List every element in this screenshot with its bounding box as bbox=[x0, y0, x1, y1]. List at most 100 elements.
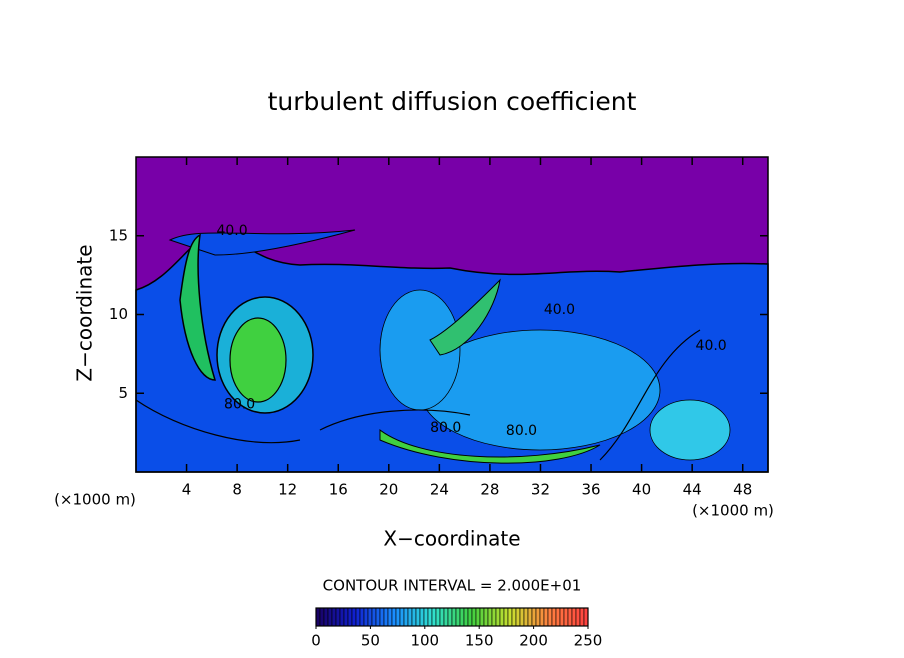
x-tick-label: 28 bbox=[480, 481, 499, 499]
colorbar-swatch bbox=[515, 607, 521, 627]
contour-label: 80.0 bbox=[224, 396, 255, 412]
y-tick-label: 10 bbox=[109, 305, 128, 323]
colorbar-swatch bbox=[499, 607, 505, 627]
colorbar-swatch bbox=[419, 607, 425, 627]
colorbar-swatch bbox=[475, 607, 481, 627]
y-unit-label: (×1000 m) bbox=[54, 491, 136, 509]
colorbar-swatch bbox=[539, 607, 545, 627]
colorbar-swatch bbox=[363, 607, 369, 627]
colorbar-swatch bbox=[495, 607, 501, 627]
colorbar-swatch bbox=[411, 607, 417, 627]
colorbar-swatch bbox=[319, 607, 325, 627]
x-tick-label: 16 bbox=[329, 481, 348, 499]
colorbar-swatch bbox=[451, 607, 457, 627]
x-tick-label: 20 bbox=[379, 481, 398, 499]
field-vortex-core bbox=[229, 317, 287, 403]
contour-label: 80.0 bbox=[506, 423, 537, 439]
colorbar-swatch bbox=[427, 607, 433, 627]
colorbar-swatch bbox=[415, 607, 421, 627]
x-tick-label: 44 bbox=[683, 481, 702, 499]
colorbar-swatch bbox=[527, 607, 533, 627]
field-plume bbox=[179, 233, 217, 381]
colorbar-swatch bbox=[535, 607, 541, 627]
colorbar-swatch bbox=[387, 607, 393, 627]
colorbar-swatch bbox=[483, 607, 489, 627]
colorbar-swatch bbox=[491, 607, 497, 627]
x-axis-label: X−coordinate bbox=[383, 527, 520, 551]
x-unit-label: (×1000 m) bbox=[692, 502, 774, 520]
colorbar-tick-label: 100 bbox=[410, 632, 439, 650]
colorbar-swatch bbox=[555, 607, 561, 627]
colorbar-swatch bbox=[379, 607, 385, 627]
colorbar-swatch bbox=[431, 607, 437, 627]
x-tick-label: 8 bbox=[232, 481, 242, 499]
colorbar-swatch bbox=[567, 607, 573, 627]
field bbox=[135, 157, 769, 473]
x-tick-label: 12 bbox=[278, 481, 297, 499]
colorbar-swatch bbox=[531, 607, 537, 627]
colorbar-swatch bbox=[467, 607, 473, 627]
x-tick-label: 32 bbox=[531, 481, 550, 499]
colorbar-tick-label: 50 bbox=[361, 632, 380, 650]
colorbar-tick-label: 150 bbox=[465, 632, 494, 650]
x-tick-label: 4 bbox=[182, 481, 192, 499]
field-plume bbox=[429, 278, 501, 356]
colorbar-swatch bbox=[503, 607, 509, 627]
colorbar-swatch bbox=[399, 607, 405, 627]
colorbar-swatch bbox=[407, 607, 413, 627]
colorbar-swatch bbox=[519, 607, 525, 627]
x-tick-label: 24 bbox=[430, 481, 449, 499]
colorbar-swatch bbox=[479, 607, 485, 627]
colorbar-tick-label: 0 bbox=[311, 632, 321, 650]
colorbar-swatch bbox=[455, 607, 461, 627]
x-tick-label: 40 bbox=[632, 481, 651, 499]
colorbar-swatch bbox=[471, 607, 477, 627]
field-filament bbox=[168, 229, 356, 256]
colorbar-swatch bbox=[543, 607, 549, 627]
colorbar-swatch bbox=[347, 607, 353, 627]
x-tick-label: 36 bbox=[581, 481, 600, 499]
colorbar-swatch bbox=[575, 607, 581, 627]
contour-label: 40.0 bbox=[696, 338, 727, 354]
colorbar-swatch bbox=[371, 607, 377, 627]
colorbar-swatch bbox=[579, 607, 585, 627]
colorbar-swatch bbox=[323, 607, 329, 627]
colorbar-swatch bbox=[439, 607, 445, 627]
colorbar-swatch bbox=[355, 607, 361, 627]
colorbar-swatch bbox=[459, 607, 465, 627]
colorbar-swatch bbox=[375, 607, 381, 627]
y-tick-label: 15 bbox=[109, 226, 128, 244]
colorbar-swatch bbox=[343, 607, 349, 627]
colorbar-swatch bbox=[395, 607, 401, 627]
colorbar-swatch bbox=[327, 607, 333, 627]
colorbar-tick-label: 250 bbox=[574, 632, 603, 650]
colorbar-swatch bbox=[571, 607, 577, 627]
colorbar-swatch bbox=[367, 607, 373, 627]
contour-line bbox=[135, 329, 701, 461]
colorbar-swatch bbox=[359, 607, 365, 627]
contour-label: 40.0 bbox=[544, 302, 575, 318]
contour-interval: CONTOUR INTERVAL = 2.000E+01 bbox=[323, 577, 582, 595]
colorbar-swatch bbox=[351, 607, 357, 627]
colorbar-swatch bbox=[523, 607, 529, 627]
colorbar-swatch bbox=[563, 607, 569, 627]
colorbar-tick-label: 200 bbox=[519, 632, 548, 650]
colorbar-swatch bbox=[435, 607, 441, 627]
colorbar-swatch bbox=[423, 607, 429, 627]
colorbar-swatch bbox=[335, 607, 341, 627]
colorbar-swatch bbox=[391, 607, 397, 627]
field-swirl bbox=[649, 399, 731, 461]
y-tick-label: 5 bbox=[118, 384, 128, 402]
colorbar-swatch bbox=[547, 607, 553, 627]
y-axis-label: Z−coordinate bbox=[73, 244, 97, 381]
chart-title: turbulent diffusion coefficient bbox=[268, 87, 637, 116]
colorbar-swatch bbox=[507, 607, 513, 627]
colorbar-swatch bbox=[331, 607, 337, 627]
colorbar-swatch bbox=[463, 607, 469, 627]
colorbar-swatch bbox=[339, 607, 345, 627]
colorbar-swatch bbox=[487, 607, 493, 627]
colorbar-swatch bbox=[383, 607, 389, 627]
colorbar-frame bbox=[315, 607, 589, 627]
field-crescent bbox=[379, 429, 601, 464]
